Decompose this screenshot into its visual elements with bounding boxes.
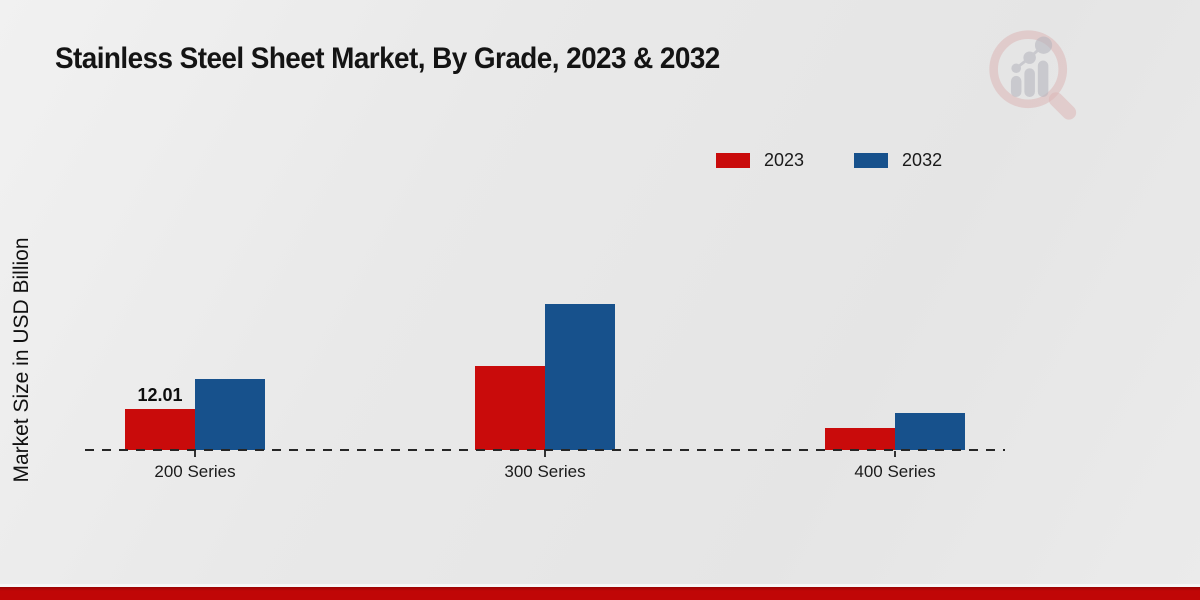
footer-divider	[0, 584, 1200, 587]
bar-2023-300-series	[475, 366, 545, 450]
x-axis-tick	[894, 451, 896, 457]
legend: 2023 2032	[716, 150, 978, 171]
legend-label-2023: 2023	[764, 150, 805, 170]
footer-red-band	[0, 587, 1200, 600]
bar-value-label: 12.01	[137, 385, 183, 405]
x-axis-category-label: 200 Series	[154, 462, 236, 481]
bar-2032-300-series	[545, 304, 615, 450]
x-axis-tick	[544, 451, 546, 457]
legend-swatch-2032	[854, 153, 889, 168]
legend-swatch-2023	[716, 153, 750, 168]
market-research-future-logo-watermark	[989, 30, 1077, 120]
magnifier-handle-icon	[1048, 92, 1077, 120]
bar-2032-400-series	[895, 413, 965, 450]
bar-2032-200-series	[195, 379, 265, 450]
bar-2023-200-series	[125, 409, 195, 450]
x-axis-tick	[194, 451, 196, 457]
x-axis-category-label: 300 Series	[504, 462, 586, 481]
x-axis-category-label: 400 Series	[854, 462, 936, 481]
legend-entry-2023: 2023	[716, 150, 804, 171]
x-axis-dashed-baseline	[85, 449, 1005, 451]
legend-label-2032: 2032	[902, 150, 943, 170]
bar-chart-figures-icon	[1010, 36, 1053, 98]
legend-entry-2032: 2032	[854, 150, 942, 171]
chart-title: Stainless Steel Sheet Market, By Grade, …	[55, 42, 720, 75]
bar-2023-400-series	[825, 428, 895, 450]
magnifier-ring-icon	[989, 30, 1068, 109]
